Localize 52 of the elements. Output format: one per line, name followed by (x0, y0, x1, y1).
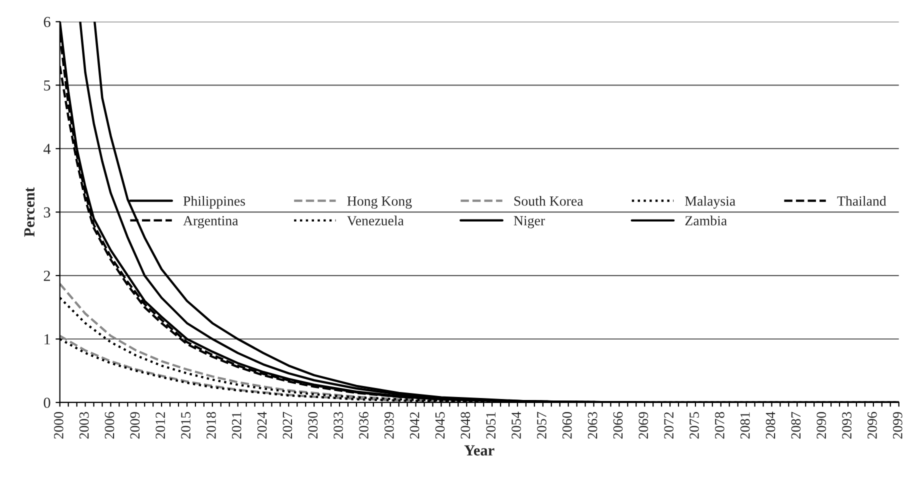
y-tick-label: 6 (44, 16, 50, 28)
x-tick-label: 2057 (537, 412, 546, 439)
x-tick-label: 2006 (104, 412, 114, 439)
x-tick-label: 2078 (714, 412, 724, 439)
y-tick-label: 3 (44, 207, 50, 218)
x-tick-label: 2015 (181, 412, 190, 439)
x-axis-title: Year (464, 445, 494, 456)
legend-label: Philippines (183, 196, 245, 209)
x-tick-label: 2099 (892, 412, 902, 439)
y-tick-label: 5 (44, 80, 50, 91)
legend-label: Thailand (837, 196, 886, 206)
x-tick-label: 2081 (740, 412, 750, 439)
x-tick-label: 2018 (206, 412, 216, 439)
x-tick-label: 2039 (384, 412, 394, 439)
x-tick-label: 2027 (282, 412, 292, 439)
legend-label: Venezuela (347, 216, 404, 226)
legend-label: Argentina (183, 216, 238, 228)
x-tick-label: 2066 (613, 412, 623, 439)
x-tick-label: 2048 (460, 412, 470, 439)
legend-label: South Korea (514, 196, 584, 206)
legend-label: Malaysia (685, 196, 736, 209)
x-tick-label: 2036 (359, 412, 368, 439)
legend-label: Niger (514, 216, 545, 228)
x-tick-label: 2024 (257, 412, 267, 439)
x-tick-label: 2000 (54, 412, 64, 439)
x-tick-label: 2090 (816, 412, 826, 439)
x-tick-label: 2087 (791, 412, 801, 439)
x-tick-label: 2030 (308, 412, 318, 439)
y-tick-label: 0 (44, 398, 50, 408)
y-tick-label: 1 (44, 334, 50, 344)
x-tick-label: 2051 (486, 412, 496, 439)
x-tick-label: 2054 (512, 412, 521, 439)
x-tick-label: 2060 (562, 412, 572, 439)
x-tick-label: 2012 (156, 412, 166, 439)
y-axis-title: Percent (24, 187, 35, 237)
x-tick-label: 2093 (842, 412, 852, 439)
legend-label: Zambia (685, 216, 727, 226)
x-tick-label: 2003 (79, 412, 89, 439)
x-tick-label: 2084 (766, 412, 776, 439)
x-tick-label: 2063 (588, 412, 598, 439)
y-tick-label: 2 (44, 270, 50, 281)
x-tick-label: 2045 (435, 412, 445, 439)
y-tick-label: 4 (43, 144, 51, 154)
x-tick-label: 2072 (664, 412, 674, 439)
x-tick-label: 2009 (130, 412, 140, 439)
x-tick-label: 2042 (410, 412, 420, 439)
x-tick-label: 2096 (868, 412, 877, 439)
x-tick-label: 2069 (638, 412, 648, 439)
x-tick-label: 2075 (690, 412, 699, 439)
x-tick-label: 2033 (334, 412, 343, 439)
legend-label: Hong Kong (347, 196, 412, 209)
x-tick-label: 2021 (232, 412, 242, 439)
